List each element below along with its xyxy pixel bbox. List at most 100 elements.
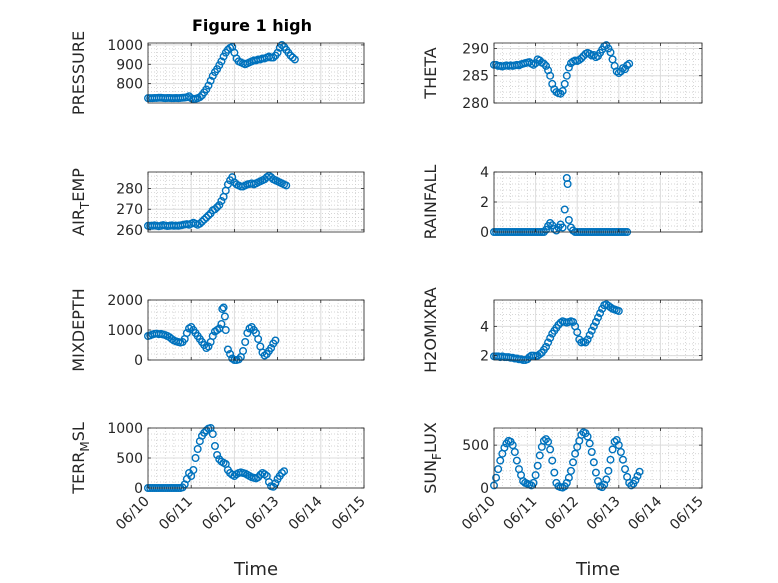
y-axis-label-main: MIXDEPTH [69, 288, 88, 371]
data-point [280, 467, 289, 476]
y-tick-label: 290 [462, 41, 489, 57]
y-tick-label: 0 [480, 225, 489, 241]
data-point [219, 52, 228, 61]
x-tick-label: 06/13 [584, 494, 624, 534]
data-point [571, 449, 580, 458]
data-point [191, 454, 200, 463]
data-point [544, 338, 553, 347]
y-axis-label-main: PRESSURE [69, 31, 88, 115]
data-point [500, 443, 509, 452]
data-point [625, 59, 634, 68]
data-point [614, 68, 623, 77]
data-point [204, 211, 213, 220]
data-point [621, 465, 630, 474]
data-point [271, 479, 280, 488]
data-point [569, 458, 578, 467]
x-tick-label: 06/13 [243, 494, 283, 534]
axes-box [493, 42, 703, 104]
data-point [241, 338, 250, 347]
data-point [204, 81, 213, 90]
subplot-h2omixra: 2 4 H2OMIXRA [421, 287, 703, 373]
y-axis-label-main: H2OMIXRA [421, 287, 440, 373]
data-point [621, 65, 630, 74]
x-tick-label: 06/10 [459, 494, 499, 534]
x-tick-label: 06/15 [667, 494, 707, 534]
data-point [217, 320, 226, 329]
x-tick-label: 06/15 [329, 494, 369, 534]
figure-title: Figure 1 high [192, 16, 312, 35]
data-points [490, 41, 634, 98]
subplot-theta: 280 285 290 THETA [421, 41, 703, 112]
subplot-mixdepth: 0 1000 2000 MIXDEPTH [69, 288, 365, 372]
data-point [226, 350, 235, 359]
x-tick-label: 06/12 [199, 494, 239, 534]
data-point [254, 473, 263, 482]
data-point [200, 215, 209, 224]
data-point [591, 468, 600, 477]
data-point [594, 313, 603, 322]
y-tick-label: 285 [462, 69, 489, 85]
y-axis-label-subscript: F [430, 453, 444, 460]
x-axis-label: Time [233, 559, 278, 580]
y-tick-label: 2 [480, 195, 489, 211]
data-point [200, 428, 209, 437]
x-tick-label: 06/11 [156, 494, 196, 534]
data-point [195, 93, 204, 102]
y-axis-label: AIRTEMP [69, 168, 92, 236]
data-point [546, 334, 555, 343]
y-tick-label: 260 [116, 223, 143, 239]
y-tick-label: 0 [134, 353, 143, 369]
data-point [512, 456, 521, 465]
data-point [560, 79, 569, 88]
x-tick-label: 06/14 [286, 493, 326, 533]
y-tick-label: 1000 [107, 323, 143, 339]
data-point [202, 213, 211, 222]
data-point [208, 430, 217, 439]
y-axis-label: PRESSURE [69, 31, 88, 115]
y-tick-label: 2000 [107, 293, 143, 309]
axes-box [147, 42, 365, 104]
data-point [208, 71, 217, 80]
axes-box [493, 427, 703, 489]
data-point [585, 49, 594, 58]
data-point [635, 467, 644, 476]
data-point [558, 86, 567, 95]
y-axis-label-subscript: M [78, 441, 92, 451]
y-axis-label: TERRMSL [69, 422, 92, 495]
data-point [566, 466, 575, 475]
subplot-pressure: 800 900 1000 PRESSURE [69, 31, 365, 115]
data-point [217, 57, 226, 66]
subplot-rainfall: 0 2 4 RAINFALL [421, 165, 703, 241]
data-point [623, 61, 632, 70]
data-point [210, 442, 219, 451]
y-tick-label: 0 [134, 481, 143, 497]
data-point [243, 329, 252, 338]
y-tick-label: 900 [116, 57, 143, 73]
data-point [239, 347, 248, 356]
data-point [197, 217, 206, 226]
y-axis-label-main: SUN [421, 460, 440, 494]
data-point [202, 426, 211, 435]
data-point [583, 432, 592, 441]
data-point [254, 335, 263, 344]
data-point [182, 329, 191, 338]
y-axis-label-tail: SL [69, 422, 88, 441]
data-point [589, 322, 598, 331]
y-axis-label: H2OMIXRA [421, 287, 440, 373]
data-point [193, 445, 202, 454]
data-point [271, 336, 280, 345]
data-point [494, 465, 503, 474]
y-axis-label: THETA [421, 47, 440, 99]
data-point [213, 65, 222, 74]
axes-background [494, 300, 702, 360]
y-axis-label: SUNFLUX [421, 422, 444, 494]
data-point [282, 181, 291, 190]
data-point [591, 317, 600, 326]
data-point [542, 61, 551, 70]
data-point [587, 326, 596, 335]
data-point [210, 205, 219, 214]
data-point [633, 472, 642, 481]
data-point [546, 218, 555, 227]
